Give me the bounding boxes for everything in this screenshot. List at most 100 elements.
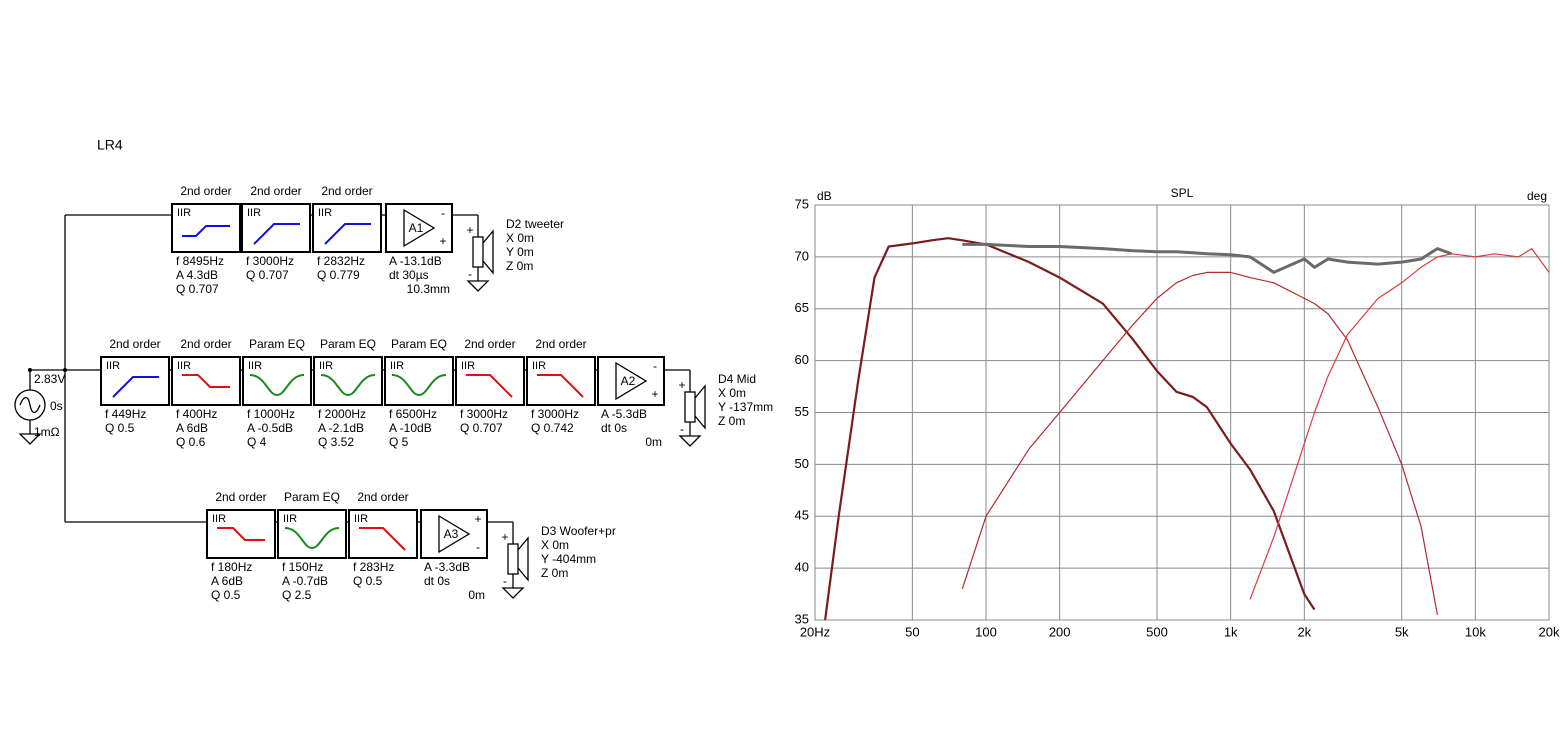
block-param: f 400Hz <box>176 407 217 421</box>
y2-axis-label: deg <box>1527 189 1547 203</box>
block-kind: IIR <box>106 360 120 372</box>
amp-param: 10.3mm <box>407 282 450 296</box>
driver-terminal: + <box>678 378 685 392</box>
block-kind: IIR <box>283 513 297 525</box>
y-tick-label: 40 <box>795 560 809 575</box>
block-box <box>171 356 241 406</box>
x-tick-label: 100 <box>975 624 997 639</box>
speaker-cone <box>694 384 706 430</box>
speaker-magnet <box>507 543 519 575</box>
x-tick-label: 500 <box>1146 624 1168 639</box>
block-kind: IIR <box>177 360 191 372</box>
block-param: f 3000Hz <box>246 254 294 268</box>
block-param: f 2832Hz <box>317 254 365 268</box>
block-box <box>206 509 276 559</box>
block-kind: IIR <box>318 207 332 219</box>
block-box <box>313 356 383 406</box>
block-box <box>312 203 382 253</box>
y-tick-label: 60 <box>795 352 809 367</box>
speaker-cone <box>482 229 494 275</box>
driver-position: Z 0m <box>718 414 745 428</box>
block-box <box>171 203 241 253</box>
block-box <box>384 356 454 406</box>
block-param: f 3000Hz <box>531 407 579 421</box>
block-box <box>100 356 170 406</box>
amp-sign: - <box>653 359 657 373</box>
block-box <box>277 509 347 559</box>
block-param: A 4.3dB <box>176 268 218 282</box>
y-tick-label: 35 <box>795 611 809 626</box>
block-icon <box>537 374 584 398</box>
x-tick-label: 5k <box>1395 624 1409 639</box>
speaker-magnet <box>684 391 696 423</box>
block-kind: IIR <box>212 513 226 525</box>
block-header: Param EQ <box>249 337 305 351</box>
block-param: Q 0.707 <box>460 421 503 435</box>
block-kind: IIR <box>532 360 546 372</box>
block-param: A -0.7dB <box>282 574 328 588</box>
amp-param: 0m <box>468 588 485 602</box>
x-tick-label: 20Hz <box>800 624 830 639</box>
x-tick-label: 2k <box>1297 624 1311 639</box>
block-header: Param EQ <box>391 337 447 351</box>
spl-curve <box>962 242 1453 274</box>
spl-curve <box>961 271 1438 615</box>
source-voltage: 2.83V <box>34 372 65 386</box>
driver-terminal: - <box>680 422 684 436</box>
block-param: A 6dB <box>176 421 208 435</box>
block-kind: IIR <box>461 360 475 372</box>
driver-position: X 0m <box>541 538 569 552</box>
block-icon <box>182 374 230 388</box>
block-icon <box>182 225 230 237</box>
ground-symbol <box>678 435 702 447</box>
driver-position: X 0m <box>506 231 534 245</box>
amp-param: 0m <box>645 435 662 449</box>
block-param: Q 4 <box>247 435 267 449</box>
block-kind: IIR <box>390 360 404 372</box>
ground-symbol <box>466 280 490 292</box>
speaker-magnet <box>472 236 484 268</box>
block-header: 2nd order <box>321 184 372 198</box>
block-kind: IIR <box>319 360 333 372</box>
block-box <box>526 356 596 406</box>
block-icon <box>466 374 513 398</box>
amp-label: A2 <box>621 374 636 388</box>
y-tick-label: 70 <box>795 248 809 263</box>
driver-position: Z 0m <box>506 259 533 273</box>
block-header: 2nd order <box>180 184 231 198</box>
amp-param: dt 0s <box>424 574 450 588</box>
chart-title: SPL <box>1171 186 1194 200</box>
amp-param: A -13.1dB <box>389 254 442 268</box>
block-header: 2nd order <box>250 184 301 198</box>
block-param: f 449Hz <box>105 407 146 421</box>
amp-label: A1 <box>409 221 424 235</box>
y-tick-label: 55 <box>795 404 809 419</box>
block-param: Q 5 <box>389 435 409 449</box>
block-kind: IIR <box>177 207 191 219</box>
block-param: f 2000Hz <box>318 407 366 421</box>
block-param: A -10dB <box>389 421 432 435</box>
source-impedance: 1mΩ <box>34 425 60 439</box>
block-kind: IIR <box>354 513 368 525</box>
x-tick-label: 10k <box>1465 624 1486 639</box>
block-param: f 1000Hz <box>247 407 295 421</box>
driver-position: Y 0m <box>506 245 534 259</box>
block-param: Q 3.52 <box>318 435 354 449</box>
y-tick-label: 45 <box>795 508 809 523</box>
y-tick-label: 65 <box>795 300 809 315</box>
spl-curve <box>824 237 1316 620</box>
amp-param: A -5.3dB <box>601 407 647 421</box>
spl-curve <box>1249 248 1549 600</box>
block-param: f 3000Hz <box>460 407 508 421</box>
amp-box <box>385 203 453 253</box>
driver-name: D2 tweeter <box>506 217 564 231</box>
